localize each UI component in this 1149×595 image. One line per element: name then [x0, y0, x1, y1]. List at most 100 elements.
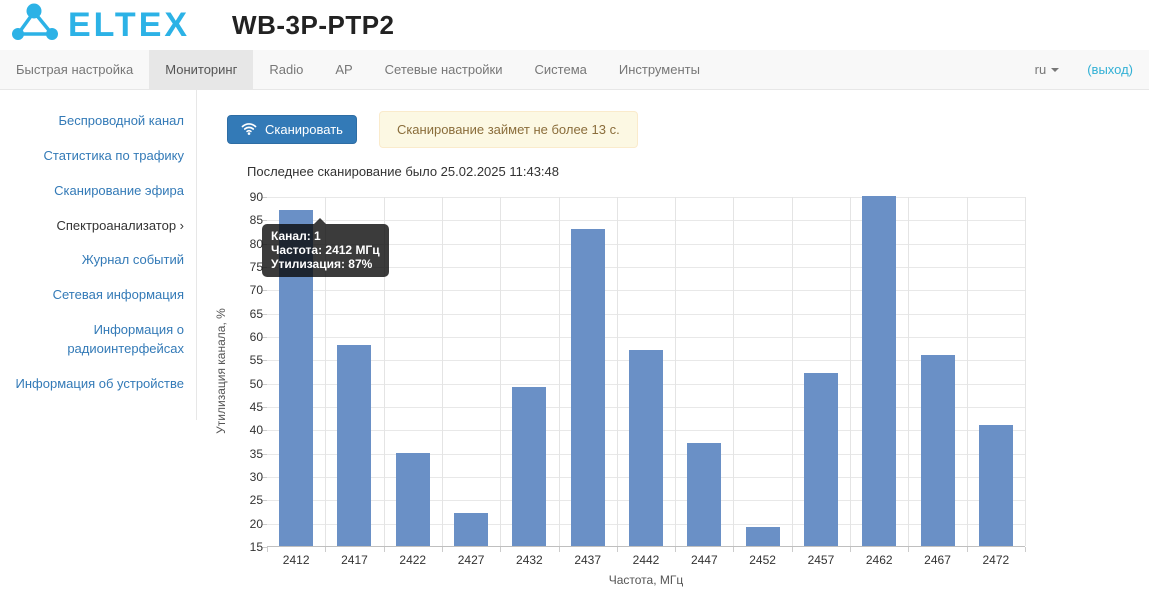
x-axis-tick [850, 547, 851, 552]
nav-item-tools[interactable]: Инструменты [618, 62, 700, 77]
chart-bar-2457[interactable] [803, 373, 838, 546]
chevron-down-icon [1051, 67, 1060, 72]
x-axis-category-label: 2432 [516, 553, 543, 567]
x-axis-tick [442, 547, 443, 552]
y-axis-tick [262, 523, 267, 525]
y-axis-tick-label: 80 [249, 236, 263, 251]
x-axis-tick [733, 547, 734, 552]
y-axis-tick [262, 547, 267, 548]
grid-line-h [267, 267, 1025, 268]
x-axis-tick [559, 547, 560, 552]
sidebar-item-device-info[interactable]: Информация об устройстве [15, 375, 184, 391]
chart-bar-2447[interactable] [687, 443, 722, 546]
tooltip-frequency: Частота: 2412 МГц [271, 243, 380, 257]
x-axis-category-label: 2467 [924, 553, 951, 567]
grid-line-v [559, 197, 560, 546]
sidebar-item-network-information[interactable]: Сетевая информация [52, 287, 184, 303]
main-nav: Быстрая настройка Мониторинг Radio AP Сетевы… [0, 50, 1149, 90]
scan-duration-notice: Сканирование займет не более 13 с. [378, 111, 638, 148]
chart-bar-2472[interactable] [978, 424, 1013, 546]
grid-line-v [792, 197, 793, 546]
language-dropdown[interactable]: ru [1035, 62, 1060, 77]
x-axis-tick [267, 547, 268, 552]
y-axis-tick [262, 500, 267, 502]
sidebar-item-wireless-channel[interactable]: Беспроводной канал [58, 113, 184, 128]
grid-line-v [384, 197, 385, 546]
chart-bar-2427[interactable] [454, 513, 489, 546]
nav-items: Быстрая настройка Мониторинг Radio AP Сетевы… [0, 50, 716, 89]
y-axis-tick [262, 453, 267, 455]
x-axis-tick [500, 547, 501, 552]
nav-item-monitoring[interactable]: Мониторинг [149, 50, 254, 89]
y-axis-tick-label: 60 [249, 330, 263, 344]
scan-button[interactable]: Сканировать [227, 115, 357, 144]
eltex-logo[interactable]: ELTEX [10, 2, 190, 49]
page-title: WB-3P-PTP2 [232, 9, 395, 40]
y-axis-tick [262, 477, 267, 478]
main-content: Сканировать Сканирование займет не более… [197, 90, 1149, 591]
y-axis-tick-label: 75 [249, 260, 263, 274]
nav-item-network-settings[interactable]: Сетевые настройки [384, 62, 503, 77]
grid-line-v [733, 197, 734, 546]
x-axis-title: Частота, МГц [608, 573, 684, 587]
last-scan-status: Последнее сканирование было 25.02.2025 1… [247, 164, 559, 179]
chart-bar-2432[interactable] [512, 387, 547, 546]
y-axis-tick [262, 360, 267, 362]
y-axis-tick [262, 197, 267, 198]
grid-line-v [675, 197, 676, 546]
bar-tooltip: Канал: 1 Частота: 2412 МГц Утилизация: 8… [262, 218, 389, 277]
grid-line-h [267, 290, 1025, 292]
grid-line-v [617, 197, 618, 546]
grid-line-v [850, 197, 851, 546]
y-axis-tick [262, 220, 267, 222]
eltex-molecule-icon [10, 2, 62, 49]
chart-bar-2452[interactable] [745, 527, 780, 546]
tooltip-channel: Канал: 1 [271, 229, 321, 243]
nav-item-quick-setup[interactable]: Быстрая настройка [16, 62, 134, 77]
sidebar-item-event-log[interactable]: Журнал событий [81, 252, 184, 268]
nav-item-radio[interactable]: Radio [269, 62, 304, 77]
chart-bar-2422[interactable] [395, 452, 430, 546]
grid-line-v [500, 197, 501, 546]
language-label: ru [1034, 62, 1047, 77]
chart-bar-2462[interactable] [862, 196, 897, 546]
scan-button-label: Сканировать [265, 122, 343, 137]
sidebar-item-air-scan[interactable]: Сканирование эфира [54, 182, 184, 198]
x-axis-tick [675, 547, 676, 552]
x-axis-category-label: 2422 [399, 553, 427, 567]
x-axis-tick [792, 547, 793, 552]
tooltip-utilization: Утилизация: 87% [271, 257, 373, 271]
y-axis-tick-label: 45 [249, 400, 263, 414]
chart-bar-2467[interactable] [920, 354, 955, 546]
content-layout: Беспроводной канал Статистика по трафику С… [0, 90, 1149, 591]
y-axis-tick-label: 15 [249, 540, 263, 554]
x-axis-tick [1025, 547, 1026, 552]
nav-item-system[interactable]: Система [534, 62, 587, 77]
scan-toolbar: Сканировать Сканирование займет не более… [227, 111, 1149, 148]
sidebar-item-radio-interfaces-info[interactable]: Информация о радиоинтерфейсах [67, 322, 184, 356]
x-axis-category-label: 2457 [807, 553, 835, 567]
x-axis-category-label: 2442 [632, 553, 660, 567]
chart-bar-2417[interactable] [337, 345, 372, 546]
grid-line-v [325, 197, 326, 546]
nav-right: ru (выход) [1035, 50, 1149, 89]
sidebar-item-traffic-statistics[interactable]: Статистика по трафику [43, 147, 184, 163]
grid-line-h [267, 243, 1025, 245]
sidebar-item-spectrum-analyzer[interactable]: Спектроанализатор › [56, 217, 184, 233]
x-axis-category-label: 2427 [457, 553, 485, 567]
y-axis-tick [262, 407, 267, 408]
x-axis-category-label: 2462 [865, 553, 893, 567]
x-axis-category-label: 2452 [749, 553, 776, 567]
chart-bar-2442[interactable] [629, 350, 663, 546]
y-axis-tick-label: 55 [249, 353, 263, 368]
x-axis-category-label: 2447 [690, 553, 718, 567]
logout-link[interactable]: (выход) [1087, 62, 1133, 77]
y-axis-tick-label: 50 [249, 376, 263, 391]
grid-line-h [267, 313, 1025, 315]
chart-bar-2437[interactable] [570, 228, 605, 546]
wifi-icon [241, 122, 257, 138]
y-axis-tick-label: 40 [249, 423, 263, 438]
y-axis-tick-label: 25 [249, 493, 263, 508]
y-axis-tick-label: 30 [249, 470, 263, 484]
nav-item-ap[interactable]: AP [335, 62, 353, 77]
